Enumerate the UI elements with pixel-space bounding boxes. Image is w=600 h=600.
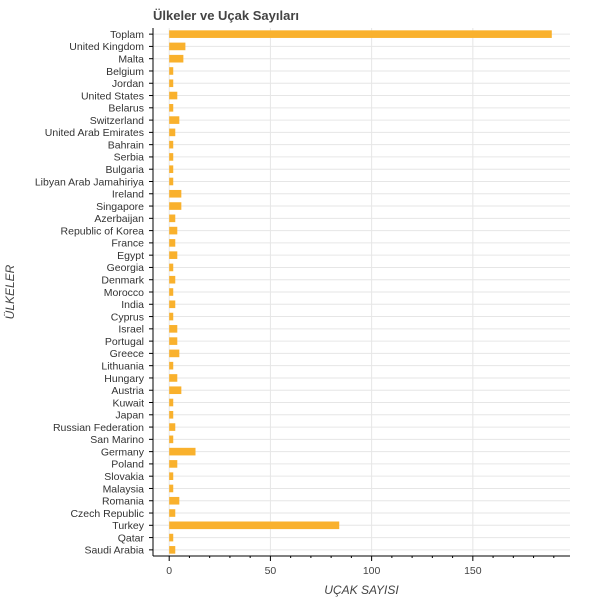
chart-title: Ülkeler ve Uçak Sayıları [153, 8, 299, 23]
bar-portugal [169, 337, 178, 345]
x-ticks: 0 50 100 150 [166, 556, 555, 577]
category-label: Saudi Arabia [84, 545, 144, 557]
bar-greece [169, 349, 180, 358]
bar-malta [169, 54, 184, 63]
category-label: Azerbaijan [94, 213, 144, 225]
category-label: United Arab Emirates [45, 127, 144, 139]
category-label: Cyprus [111, 311, 144, 323]
category-label: Belgium [106, 66, 144, 78]
grid [153, 28, 570, 556]
bar-san-marino [169, 435, 174, 444]
category-label: Slovakia [104, 471, 144, 483]
bar-switzerland [169, 116, 180, 124]
bar-ireland [169, 189, 182, 198]
bar-toplam [169, 30, 552, 38]
category-label: United States [81, 90, 144, 102]
bar-czech-republic [169, 509, 176, 517]
category-label: Romania [102, 496, 144, 508]
category-label: Bulgaria [105, 164, 144, 176]
x-tick-label: 0 [166, 565, 172, 577]
bar-singapore [169, 202, 182, 210]
y-axis-title: ÜLKELER [3, 264, 17, 319]
bar-serbia [169, 153, 174, 161]
category-label: Lithuania [101, 360, 144, 372]
bar-libyan-arab-jamahiriya [169, 177, 174, 186]
category-label: Serbia [114, 152, 145, 164]
bar-japan [169, 410, 174, 419]
category-label: India [121, 299, 144, 311]
bar-hungary [169, 374, 178, 382]
bar-qatar [169, 533, 174, 542]
category-label: Qatar [118, 532, 145, 544]
category-label: Germany [101, 446, 145, 458]
category-label: Republic of Korea [61, 225, 145, 237]
category-label: Portugal [105, 336, 144, 348]
bar-germany [169, 447, 196, 456]
bar-russian-federation [169, 423, 176, 431]
x-tick-label: 50 [265, 565, 277, 577]
bar-united-arab-emirates [169, 128, 176, 137]
bar-kuwait [169, 398, 174, 407]
bar-poland [169, 460, 178, 468]
bar-austria [169, 386, 182, 395]
category-label: Greece [110, 348, 145, 360]
bar-jordan [169, 79, 174, 88]
bar-bahrain [169, 140, 174, 149]
category-label: Georgia [107, 262, 145, 274]
category-label: Bahrain [108, 139, 144, 151]
category-label: Belarus [108, 103, 144, 115]
category-label: Malaysia [103, 483, 145, 495]
bar-slovakia [169, 472, 174, 480]
x-tick-label: 150 [464, 565, 482, 577]
bar-france [169, 239, 176, 247]
bar-belgium [169, 67, 174, 75]
category-label: Switzerland [90, 115, 144, 127]
bar-egypt [169, 251, 178, 259]
bar-lithuania [169, 361, 174, 370]
category-label: Japan [115, 410, 144, 422]
bars [169, 30, 552, 554]
category-label: United Kingdom [69, 41, 144, 53]
category-label: Singapore [96, 201, 144, 213]
category-label: Israel [118, 324, 144, 336]
category-label: Denmark [101, 275, 144, 287]
category-label: France [111, 238, 144, 250]
bar-israel [169, 325, 178, 333]
bar-georgia [169, 263, 174, 272]
bar-malaysia [169, 484, 174, 493]
category-label: Toplam [110, 29, 144, 41]
bar-saudi-arabia [169, 546, 176, 554]
bar-bulgaria [169, 165, 174, 174]
bar-denmark [169, 275, 176, 284]
category-label: Malta [118, 53, 144, 65]
category-label: Turkey [112, 520, 144, 532]
bar-azerbaijan [169, 214, 176, 223]
bar-united-states [169, 91, 178, 100]
x-axis-title: UÇAK SAYISI [324, 583, 399, 597]
category-label: San Marino [90, 434, 144, 446]
category-label: Morocco [104, 287, 144, 299]
bar-belarus [169, 104, 174, 112]
category-label: Jordan [112, 78, 144, 90]
bar-republic-of-korea [169, 226, 178, 235]
bar-cyprus [169, 312, 174, 321]
bar-romania [169, 496, 180, 505]
category-label: Hungary [104, 373, 144, 385]
bar-morocco [169, 288, 174, 296]
category-label: Libyan Arab Jamahiriya [35, 176, 144, 188]
category-label: Russian Federation [53, 422, 144, 434]
category-label: Ireland [112, 189, 144, 201]
category-label: Czech Republic [70, 508, 144, 520]
category-label: Kuwait [112, 397, 144, 409]
bar-india [169, 300, 176, 309]
category-label: Egypt [117, 250, 144, 262]
x-tick-label: 100 [363, 565, 381, 577]
category-label: Austria [111, 385, 144, 397]
bar-united-kingdom [169, 42, 186, 51]
category-label: Poland [111, 459, 144, 471]
bar-turkey [169, 521, 340, 530]
